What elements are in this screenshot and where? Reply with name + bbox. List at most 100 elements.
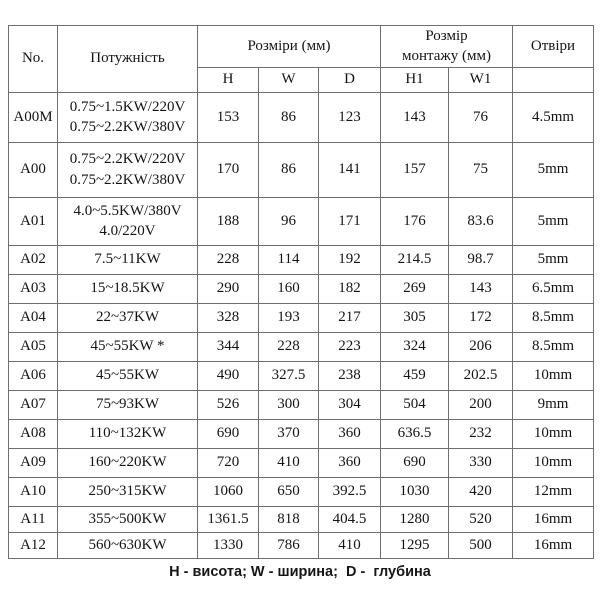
col-header-dimensions: Розміри (мм) <box>197 25 381 68</box>
cell-w1: 200 <box>447 389 514 420</box>
cell-no: A01 <box>8 196 58 246</box>
cell-power: 4.0~5.5KW/380V 4.0/220V <box>57 196 198 246</box>
cell-no: A03 <box>8 273 58 304</box>
cell-no: A10 <box>8 476 58 507</box>
cell-h1: 269 <box>380 273 449 304</box>
cell-h1: 636.5 <box>380 418 449 449</box>
cell-power: 110~132KW <box>57 418 198 449</box>
cell-h: 328 <box>197 302 259 333</box>
cell-holes: 16mm <box>512 505 595 533</box>
cell-power: 7.5~11KW <box>57 244 198 275</box>
cell-w: 86 <box>258 91 319 143</box>
cell-h1: 1030 <box>380 476 449 507</box>
cell-holes: 9mm <box>512 389 595 420</box>
cell-w: 650 <box>258 476 319 507</box>
cell-w1: 202.5 <box>447 360 514 391</box>
cell-h1: 176 <box>380 196 449 246</box>
cell-no: A00M <box>8 91 58 143</box>
cell-power: 0.75~2.2KW/220V 0.75~2.2KW/380V <box>57 141 198 198</box>
cell-h1: 214.5 <box>380 244 449 275</box>
table-row: A04 22~37KW 328 193 217 305 172 8.5mm <box>8 302 595 333</box>
cell-power: 160~220KW <box>57 447 198 478</box>
cell-d: 238 <box>318 360 381 391</box>
cell-holes: 5mm <box>512 196 595 246</box>
cell-d: 141 <box>318 141 381 198</box>
cell-no: A11 <box>8 505 58 533</box>
cell-w1: 330 <box>447 447 514 478</box>
table-row: A09 160~220KW 720 410 360 690 330 10mm <box>8 447 595 478</box>
table-row: A07 75~93KW 526 300 304 504 200 9mm <box>8 389 595 420</box>
cell-h1: 1280 <box>380 505 449 533</box>
cell-w: 86 <box>258 141 319 198</box>
cell-holes: 10mm <box>512 447 595 478</box>
cell-w1: 232 <box>447 418 514 449</box>
col-header-d: D <box>318 66 381 93</box>
cell-holes: 5mm <box>512 244 595 275</box>
cell-w: 370 <box>258 418 319 449</box>
cell-d: 171 <box>318 196 381 246</box>
cell-h: 344 <box>197 331 259 362</box>
cell-w1: 206 <box>447 331 514 362</box>
cell-power: 355~500KW <box>57 505 198 533</box>
table-header: No. Потужність Розміри (мм) Розмір монта… <box>8 25 595 93</box>
cell-d: 360 <box>318 447 381 478</box>
cell-w: 786 <box>258 531 319 559</box>
cell-no: A06 <box>8 360 58 391</box>
cell-holes: 12mm <box>512 476 595 507</box>
table-body: A00M 0.75~1.5KW/220V 0.75~2.2KW/380V 153 86… <box>8 91 595 559</box>
cell-h: 1330 <box>197 531 259 559</box>
cell-no: A09 <box>8 447 58 478</box>
cell-h: 170 <box>197 141 259 198</box>
cell-w: 96 <box>258 196 319 246</box>
col-header-h1: H1 <box>380 66 449 93</box>
cell-h: 490 <box>197 360 259 391</box>
cell-w1: 76 <box>447 91 514 143</box>
cell-no: A07 <box>8 389 58 420</box>
cell-h: 720 <box>197 447 259 478</box>
cell-no: A05 <box>8 331 58 362</box>
cell-h: 228 <box>197 244 259 275</box>
cell-h1: 459 <box>380 360 449 391</box>
cell-h1: 690 <box>380 447 449 478</box>
cell-h1: 504 <box>380 389 449 420</box>
col-header-no: No. <box>8 25 58 93</box>
cell-no: A00 <box>8 141 58 198</box>
cell-w: 160 <box>258 273 319 304</box>
cell-power: 0.75~1.5KW/220V 0.75~2.2KW/380V <box>57 91 198 143</box>
cell-h: 153 <box>197 91 259 143</box>
cell-d: 360 <box>318 418 381 449</box>
table-row: A03 15~18.5KW 290 160 182 269 143 6.5mm <box>8 273 595 304</box>
cell-d: 123 <box>318 91 381 143</box>
cell-d: 223 <box>318 331 381 362</box>
cell-h: 1060 <box>197 476 259 507</box>
cell-h: 290 <box>197 273 259 304</box>
cell-w: 327.5 <box>258 360 319 391</box>
col-header-power: Потужність <box>57 25 198 93</box>
cell-holes: 6.5mm <box>512 273 595 304</box>
cell-w1: 98.7 <box>447 244 514 275</box>
legend-text: Н - висота; W - ширина; D - глубина <box>169 564 431 580</box>
cell-power: 250~315KW <box>57 476 198 507</box>
col-header-mounting: Розмір монтажу (мм) <box>379 25 514 68</box>
cell-w: 818 <box>258 505 319 533</box>
cell-holes: 4.5mm <box>512 91 595 143</box>
table-row: A05 45~55KW * 344 228 223 324 206 8.5mm <box>8 331 595 362</box>
cell-no: A04 <box>8 302 58 333</box>
cell-h: 1361.5 <box>197 505 259 533</box>
cell-d: 392.5 <box>318 476 381 507</box>
cell-no: A12 <box>8 531 58 559</box>
cell-w: 228 <box>258 331 319 362</box>
cell-d: 304 <box>318 389 381 420</box>
table-row: A10 250~315KW 1060 650 392.5 1030 420 12mm <box>8 476 595 507</box>
cell-power: 22~37KW <box>57 302 198 333</box>
cell-holes: 10mm <box>512 360 595 391</box>
cell-h1: 157 <box>380 141 449 198</box>
table-row: A08 110~132KW 690 370 360 636.5 232 10mm <box>8 418 595 449</box>
cell-holes: 8.5mm <box>512 302 595 333</box>
cell-h1: 143 <box>380 91 449 143</box>
table-row: A06 45~55KW 490 327.5 238 459 202.5 10mm <box>8 360 595 391</box>
cell-w1: 75 <box>447 141 514 198</box>
cell-holes: 16mm <box>512 531 595 559</box>
header-row-1: No. Потужність Розміри (мм) Розмір монта… <box>8 25 595 93</box>
